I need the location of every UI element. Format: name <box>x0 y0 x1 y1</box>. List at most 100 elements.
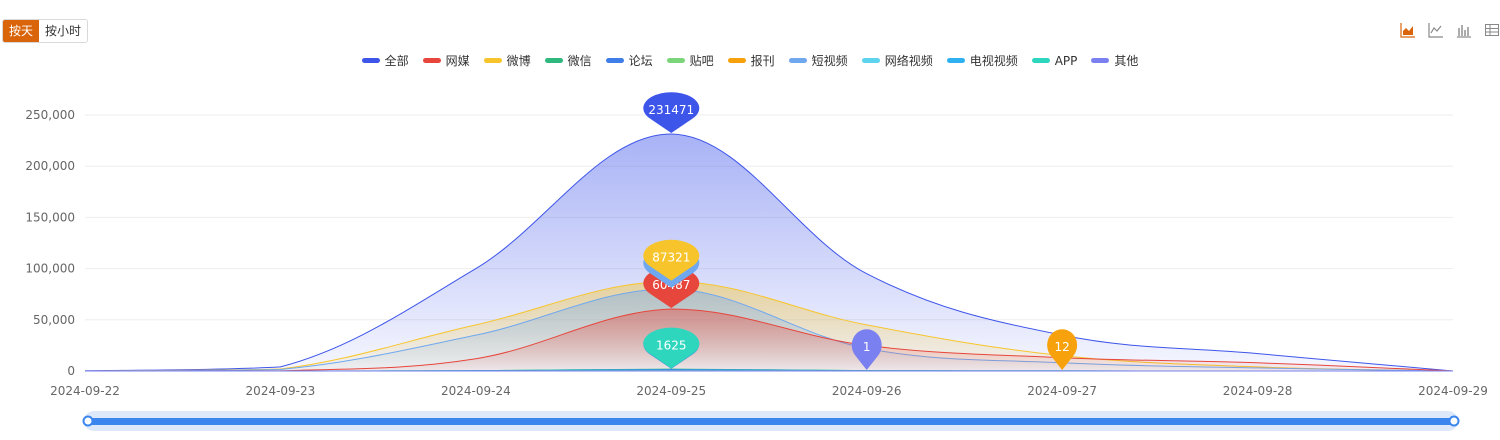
legend-item[interactable]: 贴吧 <box>666 52 714 69</box>
peak-marker: 60487 <box>643 267 700 309</box>
legend-item[interactable]: 微信 <box>544 52 592 69</box>
chart-toolbar <box>1400 22 1500 38</box>
legend-item[interactable]: 报刊 <box>727 52 775 69</box>
series-area <box>85 309 1453 371</box>
legend-label: 网络视频 <box>884 54 933 68</box>
legend-item[interactable]: 网络视频 <box>861 52 933 69</box>
by-hour-button[interactable]: 按小时 <box>39 20 88 42</box>
legend-swatch <box>422 58 441 63</box>
legend-swatch <box>1031 58 1050 63</box>
legend-swatch <box>361 58 380 63</box>
legend-swatch <box>861 58 880 63</box>
legend-label: 网媒 <box>445 54 470 68</box>
legend-label: 贴吧 <box>689 54 714 68</box>
legend-swatch <box>605 58 624 63</box>
x-tick-label: 2024-09-22 <box>50 384 120 398</box>
peak-marker-pin <box>643 92 700 133</box>
legend-swatch <box>946 58 965 63</box>
legend-swatch <box>483 58 502 63</box>
legend-item[interactable]: 电视视频 <box>946 52 1018 69</box>
series-area <box>85 369 1453 371</box>
bar-chart-icon[interactable] <box>1456 22 1472 38</box>
legend-label: 全部 <box>384 54 409 68</box>
y-tick-label: 200,000 <box>25 159 75 173</box>
granularity-toggle: 按天 按小时 <box>2 19 89 43</box>
series-line <box>84 368 1453 372</box>
peak-marker-pin <box>643 327 700 369</box>
y-tick-label: 250,000 <box>25 108 75 122</box>
series-area <box>85 133 1453 371</box>
peak-marker: 12 <box>1047 329 1078 370</box>
legend-item[interactable]: 全部 <box>361 52 409 69</box>
zoom-slider-range <box>88 418 1454 425</box>
y-tick-label: 0 <box>67 364 75 378</box>
series-line <box>84 368 1453 372</box>
peak-marker: 1625 <box>643 327 700 369</box>
peak-marker-label: 1225 <box>656 339 687 353</box>
legend-label: 微博 <box>506 54 531 68</box>
zoom-slider-track <box>84 411 1458 431</box>
legend-label: APP <box>1054 53 1078 68</box>
legend-item[interactable]: 论坛 <box>605 52 653 69</box>
legend-item[interactable]: 微博 <box>483 52 531 69</box>
x-tick-label: 2024-09-28 <box>1223 384 1293 398</box>
series-area <box>85 288 1453 371</box>
zoom-slider-handle-right <box>1448 415 1460 427</box>
legend-label: 其他 <box>1114 54 1139 68</box>
peak-marker-label: 12 <box>1055 340 1070 354</box>
peak-marker: 231471 <box>643 92 700 133</box>
line-chart-icon[interactable] <box>1428 22 1444 38</box>
x-tick-label: 2024-09-26 <box>832 384 902 398</box>
legend-swatch <box>544 58 563 63</box>
table-icon[interactable] <box>1484 22 1500 38</box>
peak-marker: 1225 <box>643 327 700 369</box>
y-tick-label: 50,000 <box>33 313 75 327</box>
legend-item[interactable]: 其他 <box>1091 52 1138 69</box>
zoom-slider-handle-left <box>82 415 94 427</box>
series-line <box>84 308 1454 372</box>
peak-marker-label: 231471 <box>648 103 694 117</box>
series-line <box>84 133 1454 372</box>
x-tick-label: 2024-09-25 <box>636 384 706 398</box>
legend-swatch <box>1091 58 1110 63</box>
peak-marker-label: 87321 <box>652 251 690 265</box>
series-line <box>84 369 1453 372</box>
x-tick-label: 2024-09-23 <box>246 384 316 398</box>
legend-label: 电视视频 <box>969 54 1018 68</box>
peak-marker-label: 1 <box>863 340 871 354</box>
y-tick-label: 150,000 <box>25 210 75 224</box>
series-line <box>84 288 1454 372</box>
peak-marker-pin <box>643 327 700 369</box>
peak-marker: 87321 <box>643 239 700 281</box>
peak-marker-label: 1625 <box>656 338 687 352</box>
legend-swatch <box>788 58 807 63</box>
series-area <box>85 369 1453 371</box>
legend-item[interactable]: 网媒 <box>422 52 470 69</box>
legend-label: 论坛 <box>628 54 653 68</box>
peak-marker: 80345 <box>643 246 700 288</box>
legend-label: 报刊 <box>750 54 775 68</box>
x-tick-label: 2024-09-24 <box>441 384 511 398</box>
peak-marker-label: 60487 <box>652 278 690 292</box>
legend-swatch <box>666 58 685 63</box>
y-tick-label: 100,000 <box>25 262 75 276</box>
legend-item[interactable]: APP <box>1031 53 1078 68</box>
by-day-button[interactable]: 按天 <box>3 20 40 42</box>
series-area <box>85 369 1453 371</box>
legend-label: 短视频 <box>811 54 848 68</box>
area-chart-icon[interactable] <box>1400 22 1416 38</box>
peak-marker: 1 <box>851 329 882 370</box>
x-tick-label: 2024-09-27 <box>1027 384 1097 398</box>
legend-swatch <box>727 58 746 63</box>
chart-legend: 全部 网媒 微博 微信 论坛 贴吧 报刊 短视频 网络视频 电视视频 APP 其他 <box>0 52 1500 69</box>
legend-label: 微信 <box>567 54 592 68</box>
peak-marker-pin <box>643 267 700 309</box>
series-area <box>85 281 1453 371</box>
legend-item[interactable]: 短视频 <box>788 52 848 69</box>
series-line <box>84 281 1454 372</box>
peak-marker-label: 80345 <box>652 258 690 272</box>
x-tick-label: 2024-09-29 <box>1418 384 1488 398</box>
peak-marker-pin <box>1047 329 1078 370</box>
peak-marker-pin <box>851 329 882 370</box>
peak-marker-pin <box>643 246 700 288</box>
